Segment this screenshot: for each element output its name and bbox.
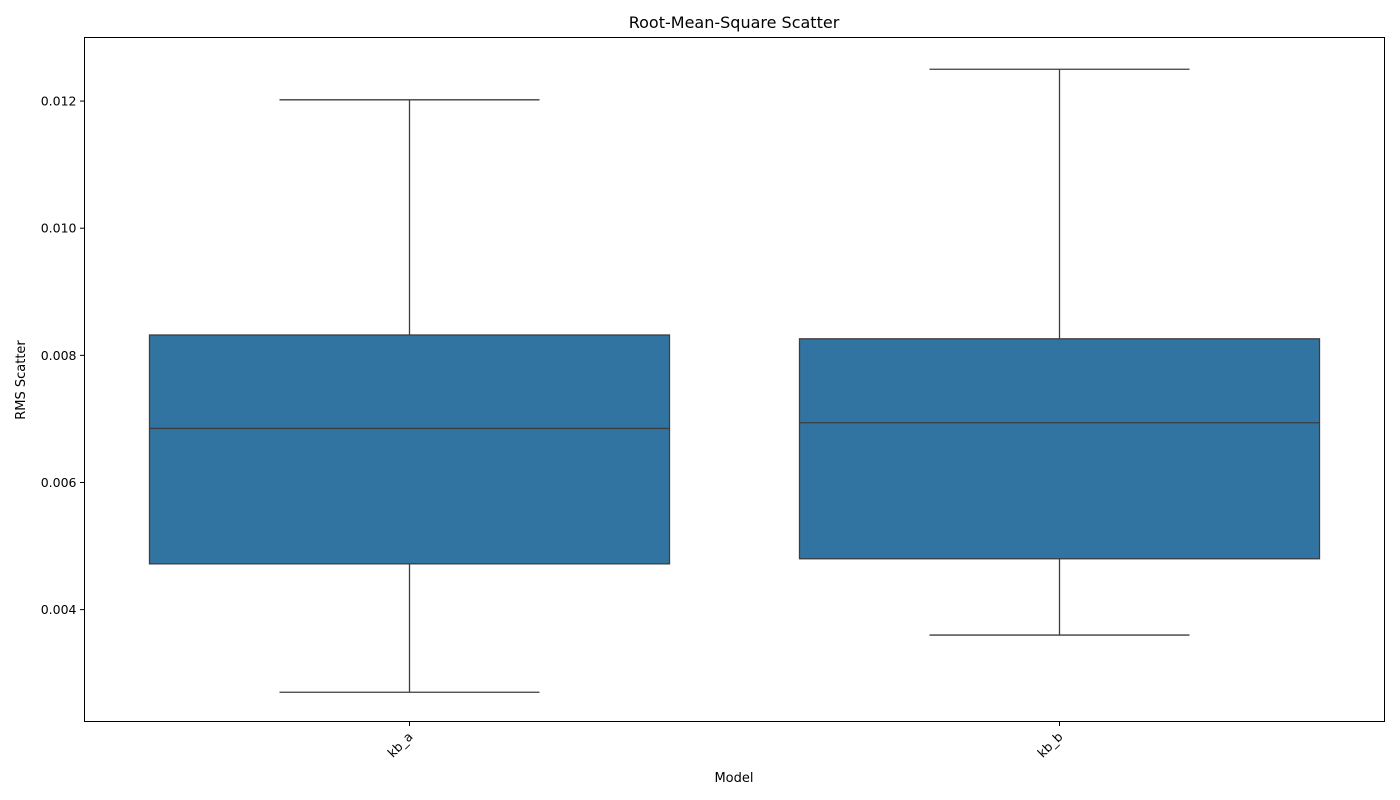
x-tick-label: kb_a — [384, 729, 415, 760]
y-tick-label: 0.010 — [41, 221, 77, 236]
box-body — [798, 338, 1321, 560]
y-tick-label: 0.012 — [41, 94, 77, 109]
box-body — [148, 334, 671, 565]
plot-area — [148, 68, 1321, 693]
chart-title: Root-Mean-Square Scatter — [629, 13, 840, 32]
y-axis-label: RMS Scatter — [14, 340, 29, 420]
x-tick-label: kb_b — [1034, 729, 1065, 760]
x-axis: kb_a kb_b — [384, 721, 1066, 760]
y-tick-label: 0.008 — [41, 348, 77, 363]
x-axis-label: Model — [714, 771, 753, 786]
y-tick-label: 0.004 — [41, 602, 77, 617]
y-axis: 0.004 0.006 0.008 0.010 0.012 — [41, 94, 85, 617]
box-group-kb_b — [798, 68, 1321, 636]
box-group-kb_a — [148, 99, 671, 693]
y-tick-label: 0.006 — [41, 475, 77, 490]
plot-frame — [84, 37, 1385, 722]
